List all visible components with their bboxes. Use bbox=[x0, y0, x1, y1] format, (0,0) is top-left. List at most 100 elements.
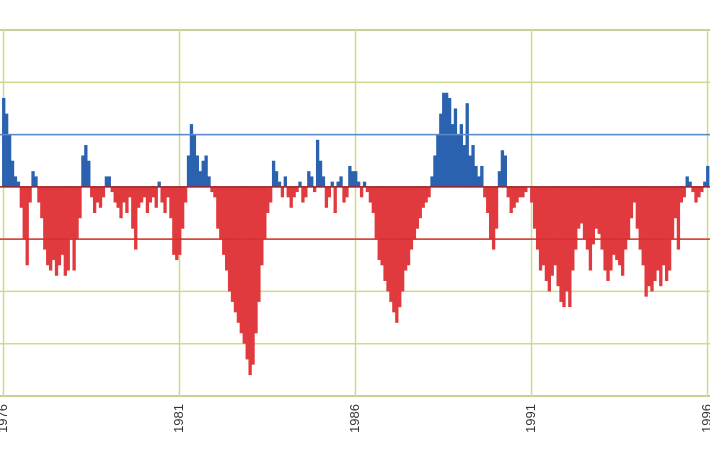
bar bbox=[315, 139, 320, 187]
bar bbox=[697, 186, 701, 198]
bar bbox=[125, 186, 129, 213]
bar bbox=[483, 186, 487, 198]
bar bbox=[620, 186, 625, 276]
bar bbox=[90, 186, 94, 198]
bar bbox=[242, 186, 246, 344]
bar bbox=[509, 186, 513, 213]
bar bbox=[87, 160, 91, 187]
bar bbox=[691, 186, 695, 193]
x-tick-labels: 1976 1981 1986 1991 1996 bbox=[0, 404, 710, 433]
bar bbox=[500, 150, 505, 187]
bar bbox=[662, 186, 666, 266]
bar bbox=[48, 186, 53, 271]
bar bbox=[365, 186, 370, 193]
bar bbox=[436, 134, 440, 187]
bar bbox=[442, 92, 446, 187]
bar bbox=[679, 186, 683, 203]
bar bbox=[333, 186, 337, 213]
bar bbox=[40, 186, 44, 219]
bar bbox=[550, 186, 554, 276]
bar bbox=[34, 176, 38, 187]
bar bbox=[474, 165, 478, 187]
bar bbox=[274, 171, 279, 187]
bar bbox=[491, 186, 496, 250]
bar bbox=[107, 176, 111, 187]
bar bbox=[321, 176, 326, 187]
bar bbox=[280, 186, 285, 198]
bar bbox=[374, 186, 378, 240]
x-tick-label: 1981 bbox=[171, 404, 186, 433]
bar bbox=[263, 186, 267, 240]
bar bbox=[43, 186, 47, 250]
bar bbox=[57, 186, 62, 266]
bar bbox=[600, 186, 604, 250]
bar bbox=[356, 181, 361, 187]
bar bbox=[670, 186, 675, 240]
bar bbox=[465, 103, 469, 187]
bar bbox=[351, 171, 355, 187]
bar bbox=[248, 186, 252, 376]
bar bbox=[142, 186, 147, 198]
bar bbox=[486, 186, 490, 213]
bar bbox=[424, 186, 428, 203]
bar bbox=[535, 186, 540, 250]
reference-lines bbox=[0, 133, 710, 240]
bar bbox=[459, 124, 463, 187]
bar bbox=[421, 186, 425, 208]
bar bbox=[78, 186, 82, 219]
bar bbox=[395, 186, 399, 323]
bar bbox=[239, 186, 243, 334]
bar bbox=[210, 186, 214, 193]
bar bbox=[362, 181, 367, 187]
bar bbox=[251, 186, 255, 365]
bar bbox=[480, 165, 484, 187]
bar bbox=[330, 181, 334, 187]
bar bbox=[371, 186, 375, 213]
bar bbox=[392, 186, 396, 313]
bar bbox=[192, 134, 197, 187]
x-tick-label: 1991 bbox=[523, 404, 538, 433]
bar bbox=[260, 186, 264, 266]
bar bbox=[559, 186, 563, 302]
bar bbox=[175, 186, 179, 261]
bar bbox=[254, 186, 258, 334]
bar bbox=[530, 186, 534, 203]
bar bbox=[233, 186, 238, 313]
bar bbox=[92, 186, 97, 213]
bar bbox=[207, 176, 211, 187]
bar bbox=[377, 186, 381, 261]
bar bbox=[345, 186, 349, 198]
bar bbox=[447, 97, 452, 187]
bar bbox=[157, 181, 161, 187]
bar bbox=[189, 124, 194, 187]
bar bbox=[406, 186, 411, 266]
bar bbox=[635, 186, 639, 229]
bar bbox=[688, 181, 692, 187]
bar bbox=[122, 186, 126, 203]
bar bbox=[641, 186, 645, 266]
bar bbox=[433, 155, 437, 187]
bar bbox=[574, 186, 578, 250]
bar bbox=[682, 186, 686, 198]
bar bbox=[626, 186, 631, 240]
bar bbox=[494, 186, 499, 229]
bar bbox=[19, 186, 23, 208]
bar bbox=[439, 113, 443, 187]
bar bbox=[222, 186, 226, 255]
bar bbox=[257, 186, 261, 302]
bar bbox=[585, 186, 590, 250]
bar bbox=[312, 186, 317, 193]
bar bbox=[183, 186, 188, 203]
bar bbox=[298, 181, 302, 187]
bar bbox=[4, 113, 9, 187]
bar bbox=[632, 186, 637, 203]
bar bbox=[515, 186, 519, 203]
bar bbox=[25, 186, 29, 266]
bar bbox=[292, 186, 296, 198]
bar bbox=[51, 186, 56, 261]
bar bbox=[104, 176, 109, 187]
bar bbox=[667, 186, 672, 271]
bar bbox=[579, 186, 584, 224]
bar bbox=[521, 186, 525, 198]
